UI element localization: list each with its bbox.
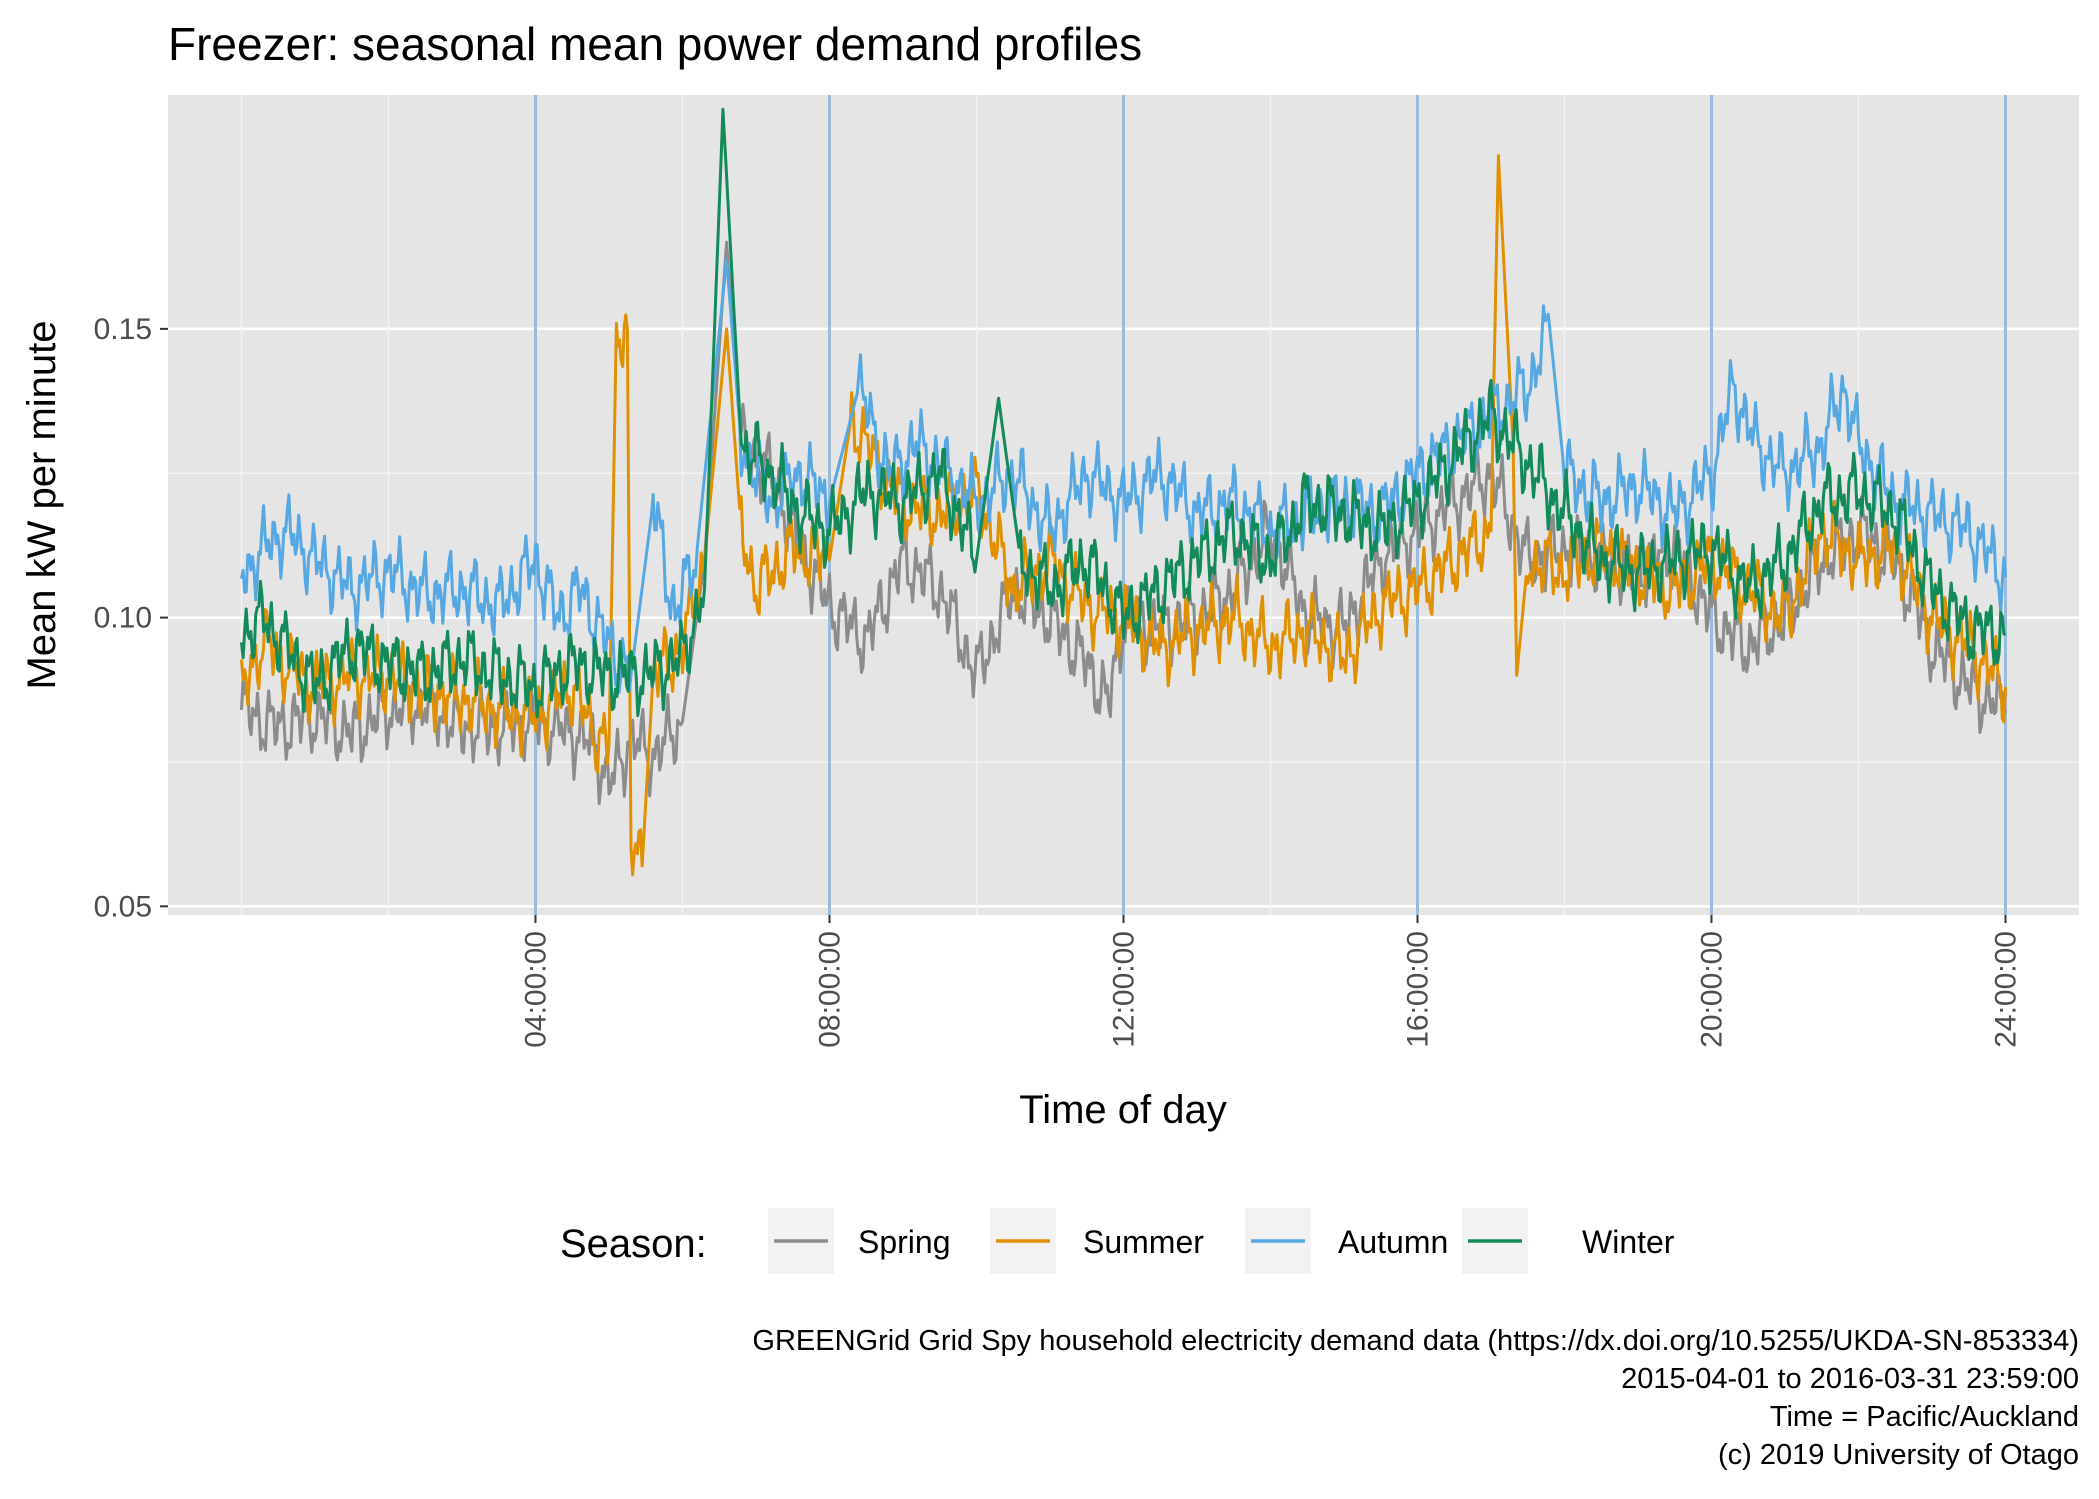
x-axis-title: Time of day — [1019, 1088, 1226, 1132]
legend-label-summer: Summer — [1083, 1224, 1204, 1260]
y-tick-label: 0.05 — [94, 890, 152, 923]
series-lines — [240, 107, 2007, 877]
caption-line: 2015-04-01 to 2016-03-31 23:59:00 — [1621, 1363, 2079, 1395]
legend-label-spring: Spring — [858, 1224, 951, 1260]
legend-label-autumn: Autumn — [1338, 1224, 1448, 1260]
series-line-winter — [240, 107, 2007, 719]
y-tick-label: 0.10 — [94, 602, 152, 635]
caption-line: GREENGrid Grid Spy household electricity… — [752, 1325, 2079, 1357]
x-tick-label: 12:00:00 — [1108, 931, 1141, 1048]
x-tick-label: 24:00:00 — [1990, 931, 2023, 1048]
caption-line: (c) 2019 University of Otago — [1718, 1439, 2079, 1471]
x-axis: 04:00:00 08:00:00 12:00:00 16:00:00 20:00:00… — [520, 915, 2023, 1048]
x-tick-label: 20:00:00 — [1696, 931, 1729, 1048]
legend-title: Season: — [560, 1222, 707, 1266]
series-line-autumn — [240, 258, 2007, 694]
x-tick-label: 04:00:00 — [520, 931, 553, 1048]
legend-label-winter: Winter — [1582, 1224, 1675, 1260]
x-tick-label: 08:00:00 — [814, 931, 847, 1048]
y-axis: 0.05 0.10 0.15 — [94, 313, 168, 923]
y-axis-title: Mean kW per minute — [20, 320, 64, 689]
x-tick-label: 16:00:00 — [1402, 931, 1435, 1048]
y-tick-label: 0.15 — [94, 313, 152, 346]
caption: GREENGrid Grid Spy household electricity… — [752, 1325, 2079, 1471]
legend: Season: Spring Summer Autumn Winter — [560, 1208, 1675, 1274]
chart-title: Freezer: seasonal mean power demand prof… — [168, 18, 1142, 70]
caption-line: Time = Pacific/Auckland — [1770, 1401, 2079, 1433]
